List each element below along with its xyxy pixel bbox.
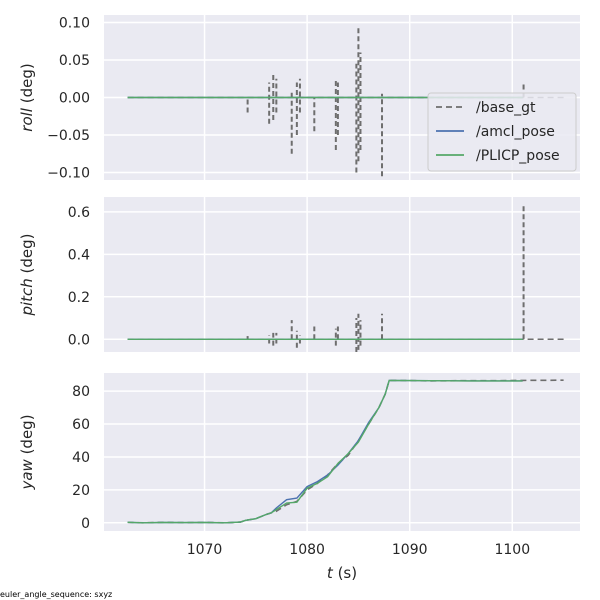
x-axis-variable: t [327,564,334,582]
y-tick-label: −0.10 [47,166,90,182]
roll-subplot: −0.10 −0.05 0.00 0.05 0.10 roll (deg) /base_gt… [18,15,580,182]
x-tick-label: 1070 [187,542,223,558]
y-tick-label: 0.00 [59,91,90,107]
legend-label: /base_gt [476,100,536,116]
y-tick-label: 20 [72,483,90,499]
x-axis-label: t (s) [327,564,357,582]
y-axis-label: yaw (deg) [18,414,36,490]
y-axis-variable: roll [18,107,36,132]
y-tick-label: 0.6 [68,205,90,221]
y-tick-label: 0.05 [59,53,90,69]
x-tick-label: 1090 [392,542,428,558]
y-tick-label: 60 [72,417,90,433]
y-axis-variable: yaw [18,458,36,490]
y-tick-label: 0.2 [68,290,90,306]
x-tick-label: 1080 [289,542,325,558]
y-tick-label: 80 [72,384,90,400]
y-tick-label: 40 [72,450,90,466]
y-axis-unit: (deg) [18,233,36,278]
x-axis-unit: (s) [333,564,357,582]
legend-label: /amcl_pose [476,124,555,140]
legend-box [427,92,577,172]
y-tick-label: −0.05 [47,128,90,144]
y-tick-label: 0.4 [68,247,90,263]
euler-angle-sequence-note: euler_angle_sequence: sxyz [0,590,112,599]
y-axis-unit: (deg) [18,63,36,108]
legend-label: /PLICP_pose [476,148,560,164]
x-tick-label: 1100 [494,542,530,558]
y-axis-unit: (deg) [18,414,36,459]
y-axis-label: pitch (deg) [18,233,36,316]
plicp-pose-line [127,379,523,524]
y-tick-label: 0.10 [59,16,90,32]
pitch-subplot: 0.0 0.2 0.4 0.6 pitch (deg) [18,197,580,352]
y-tick-label: 0 [81,516,90,532]
plot-area [104,373,580,531]
y-axis-variable: pitch [18,278,36,316]
y-axis-label: roll (deg) [18,63,36,131]
legend: /base_gt/amcl_pose/PLICP_pose [427,92,577,172]
y-tick-label: 0.0 [68,332,90,348]
yaw-subplot: 0 20 40 60 80 1070 1080 1090 1100 yaw (deg) t (s) [18,373,580,582]
plot-area [104,197,580,352]
